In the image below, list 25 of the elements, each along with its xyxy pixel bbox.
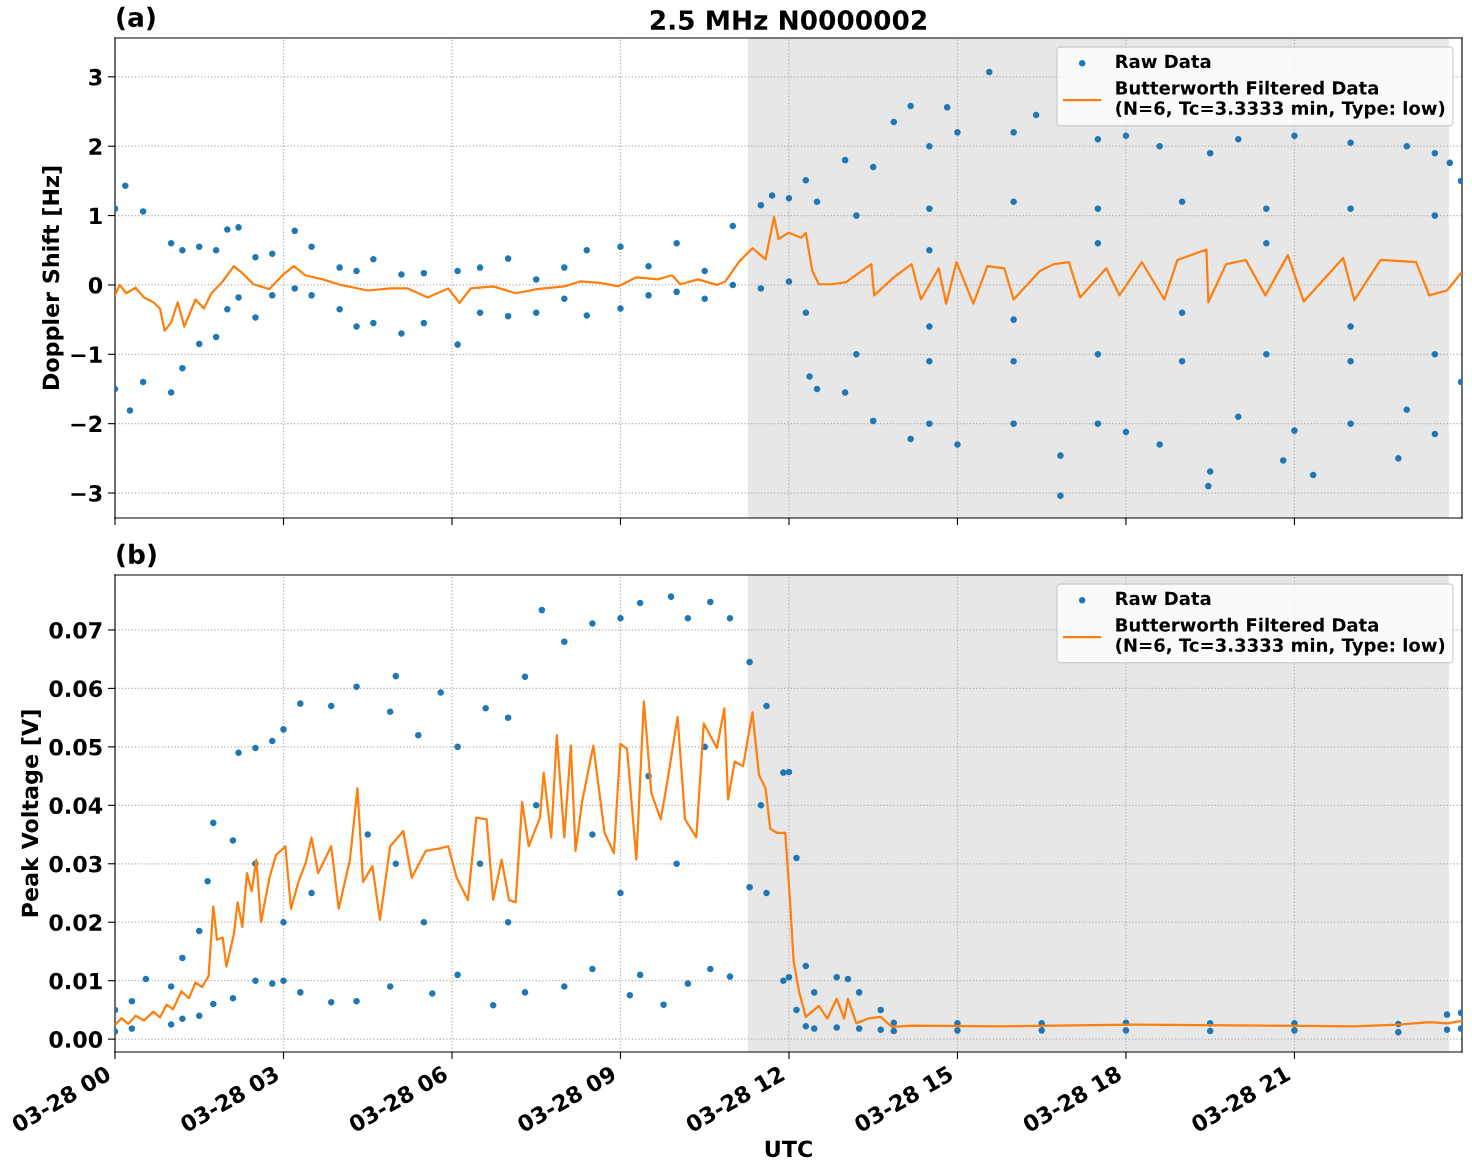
legend-label: Raw Data bbox=[1116, 54, 1211, 69]
y-tick-label: 0.02 bbox=[49, 914, 102, 931]
y-tick-label: 0.06 bbox=[49, 680, 102, 698]
text: (a) bbox=[117, 6, 155, 31]
y-tick-label: 0.04 bbox=[49, 797, 103, 815]
y-tick-label: −1 bbox=[71, 346, 102, 363]
chart-title: 2.5 MHz N0000002 bbox=[650, 10, 926, 31]
legend-label: Butterworth Filtered Data (N=6, Tc=3.3333 min, Type: low) bbox=[1116, 617, 1445, 656]
y-tick-label: 0 bbox=[88, 276, 103, 294]
y-tick-label: 1 bbox=[90, 207, 102, 225]
y-tick-label: 0.01 bbox=[49, 972, 102, 990]
y-axis-title: Peak Voltage [V] bbox=[21, 710, 43, 917]
y-tick-label: 3 bbox=[89, 68, 102, 86]
y-tick-label: 0.05 bbox=[49, 738, 102, 756]
y-tick-label: 0.00 bbox=[49, 1031, 103, 1048]
y-tick-label: −3 bbox=[71, 484, 102, 502]
legend-label: Butterworth Filtered Data (N=6, Tc=3.3333 min, Type: low) bbox=[1116, 80, 1445, 119]
y-tick-label: −2 bbox=[71, 415, 102, 433]
y-tick-label: 0.07 bbox=[49, 621, 102, 639]
y-tick-label: 0.03 bbox=[49, 855, 102, 873]
legend-label: Raw Data bbox=[1116, 591, 1211, 606]
x-axis-title: UTC bbox=[765, 1140, 812, 1158]
y-tick-label: 2 bbox=[89, 138, 102, 155]
text: (b) bbox=[117, 543, 156, 568]
y-axis-title: Doppler Shift [Hz] bbox=[42, 166, 64, 390]
